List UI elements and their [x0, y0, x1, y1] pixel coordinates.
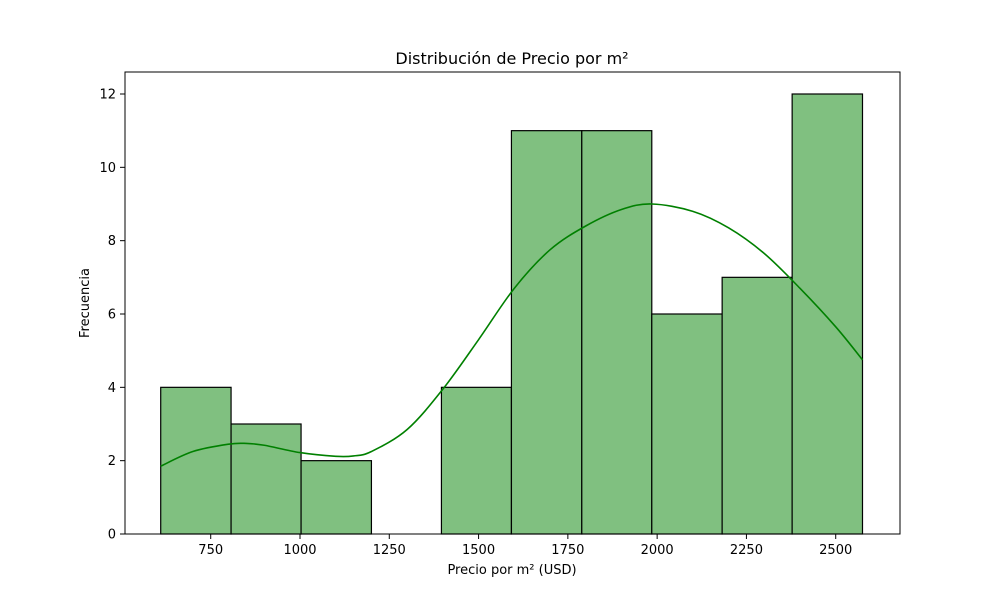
histogram-bar [791, 93, 864, 535]
y-tick-label: 4 [108, 381, 116, 396]
y-tick-label: 0 [108, 528, 116, 543]
y-tick-label: 2 [108, 454, 116, 469]
histogram-bar [721, 276, 793, 535]
chart-title: Distribución de Precio por m² [395, 49, 628, 68]
y-tick-label: 6 [108, 308, 116, 323]
x-tick-label: 750 [198, 543, 223, 558]
histogram-bar [651, 313, 723, 535]
histogram-bar [300, 460, 373, 535]
y-tick-label: 8 [108, 234, 116, 249]
x-tick-label: 1750 [551, 543, 584, 558]
y-axis-label: Frecuencia [78, 268, 93, 338]
x-tick-label: 1000 [283, 543, 316, 558]
x-tick-label: 2250 [730, 543, 763, 558]
x-axis-label: Precio por m² (USD) [447, 563, 576, 578]
histogram-bar [230, 423, 302, 535]
y-tick-label: 10 [99, 161, 116, 176]
histogram-bar [510, 130, 583, 535]
x-tick-label: 1250 [373, 543, 406, 558]
x-axis-ticks: 750 1000 1250 1500 1750 2000 2250 2500 [198, 534, 852, 558]
histogram-bars [160, 93, 864, 535]
y-axis-ticks: 0 2 4 6 8 10 12 [99, 88, 125, 543]
x-tick-label: 1500 [462, 543, 495, 558]
y-tick-label: 12 [99, 88, 116, 103]
kde-curve [160, 203, 864, 467]
histogram-bar [581, 130, 653, 535]
axes-frame [124, 71, 901, 535]
histogram-bar [440, 386, 513, 535]
x-tick-label: 2000 [641, 543, 674, 558]
x-tick-label: 2500 [819, 543, 852, 558]
